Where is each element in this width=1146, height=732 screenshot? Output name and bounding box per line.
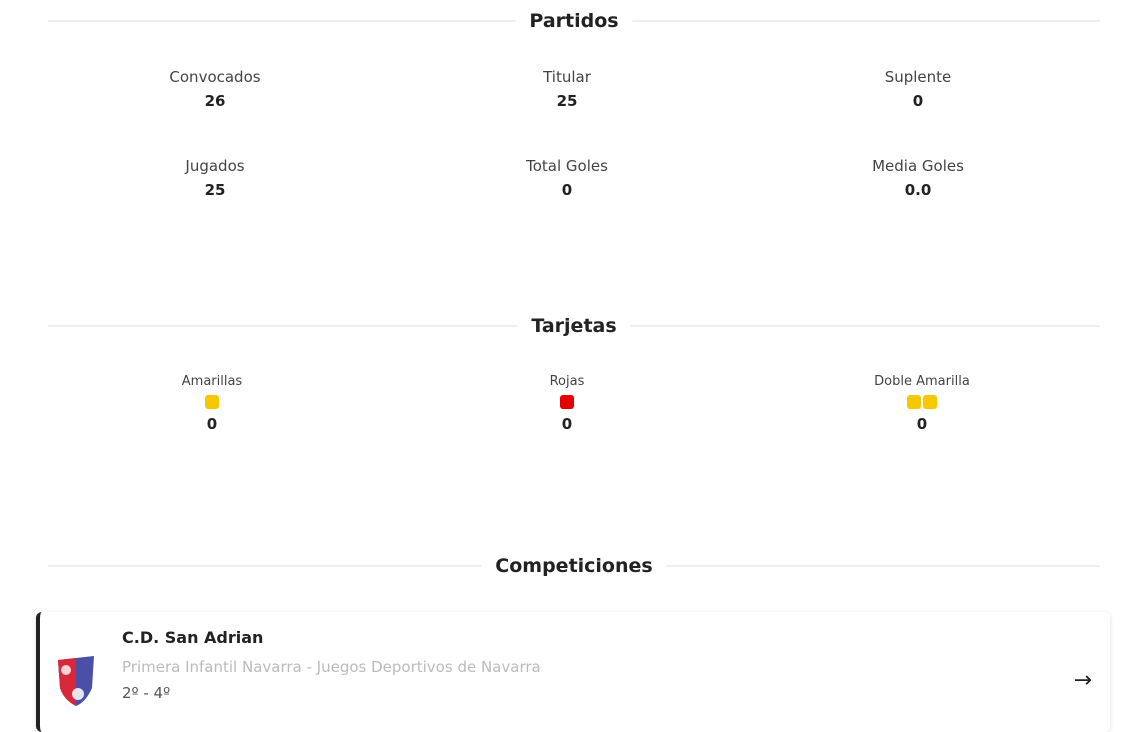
card-value: 0 <box>561 415 573 433</box>
stat-label: Titular <box>543 68 591 86</box>
team-crest-icon <box>58 656 94 706</box>
stat-media-goles: Media Goles 0.0 <box>798 157 1038 199</box>
arrow-right-icon[interactable]: → <box>1073 668 1092 693</box>
stat-value: 25 <box>556 92 578 110</box>
card-value: 0 <box>916 415 928 433</box>
position: 2º - 4º <box>122 684 171 702</box>
card-label: Rojas <box>549 374 585 389</box>
stat-titular: Titular 25 <box>447 68 687 110</box>
competition-name: Primera Infantil Navarra - Juegos Deport… <box>122 658 541 676</box>
red-card-icon <box>560 395 574 409</box>
stat-value: 0 <box>912 92 924 110</box>
team-name: C.D. San Adrian <box>122 628 264 647</box>
stat-value: 25 <box>204 181 226 199</box>
card-label: Doble Amarilla <box>874 374 970 389</box>
competition-card[interactable]: C.D. San Adrian Primera Infantil Navarra… <box>36 612 1110 732</box>
tarjetas-divider: Tarjetas <box>48 315 1100 337</box>
competiciones-divider: Competiciones <box>48 555 1100 577</box>
stat-value: 0 <box>561 181 573 199</box>
stat-suplente: Suplente 0 <box>798 68 1038 110</box>
stat-label: Convocados <box>169 68 261 86</box>
stat-label: Jugados <box>185 157 245 175</box>
card-label: Amarillas <box>181 374 243 389</box>
stat-value: 26 <box>204 92 226 110</box>
card-rojas: Rojas 0 <box>447 374 687 433</box>
stat-label: Total Goles <box>526 157 608 175</box>
competiciones-title: Competiciones <box>481 555 667 577</box>
yellow-card-icon <box>907 395 921 409</box>
card-value: 0 <box>206 415 218 433</box>
stat-jugados: Jugados 25 <box>95 157 335 199</box>
card-amarillas: Amarillas 0 <box>92 374 332 433</box>
stat-convocados: Convocados 26 <box>95 68 335 110</box>
stat-total-goles: Total Goles 0 <box>447 157 687 199</box>
card-doble-amarilla: Doble Amarilla 0 <box>802 374 1042 433</box>
partidos-title: Partidos <box>515 10 633 32</box>
tarjetas-title: Tarjetas <box>517 315 631 337</box>
stat-label: Media Goles <box>872 157 964 175</box>
partidos-divider: Partidos <box>48 10 1100 32</box>
stat-label: Suplente <box>884 68 952 86</box>
yellow-card-icon <box>923 395 937 409</box>
yellow-card-icon <box>205 395 219 409</box>
stat-value: 0.0 <box>904 181 932 199</box>
